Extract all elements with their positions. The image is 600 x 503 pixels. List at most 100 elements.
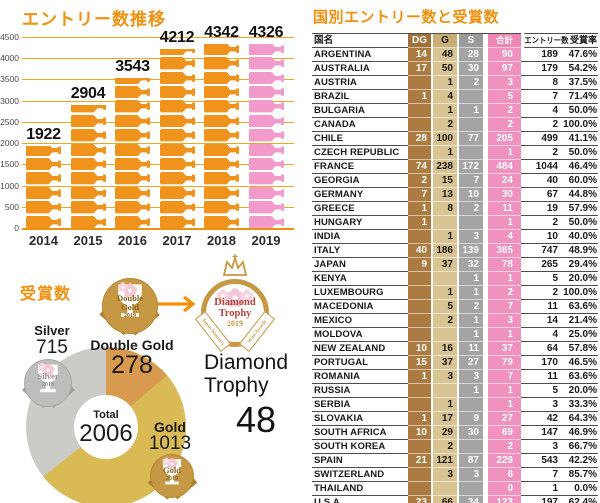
column-gap xyxy=(457,188,459,202)
cell-s xyxy=(459,146,483,160)
cell-rate: 63.6% xyxy=(562,300,598,314)
cell-dg: 21 xyxy=(408,454,431,468)
cell-rate: 21.4% xyxy=(562,314,598,328)
cell-s: 1 xyxy=(459,384,483,398)
bar-value-label: 4212 xyxy=(159,29,195,47)
wine-bottle-icon xyxy=(248,143,284,157)
column-gap xyxy=(483,244,488,258)
cell-s: 10 xyxy=(459,188,483,202)
diamond-trophy-caption: Diamond Trophy 48 xyxy=(204,351,296,439)
cell-entries: 67 xyxy=(521,188,562,202)
table-row: GERMANY 7 13 10 30 67 44.8% xyxy=(312,188,598,202)
x-axis-tick-label: 2019 xyxy=(251,233,281,248)
crown-icon xyxy=(222,254,248,276)
wine-bottle-icon xyxy=(159,71,195,85)
cell-entries: 543 xyxy=(521,454,562,468)
wine-bottle-icon xyxy=(204,43,239,56)
cell-dg: 1 xyxy=(408,90,431,104)
cell-rate: 57.8% xyxy=(562,342,598,356)
table-row: SPAIN 21 121 87 229 543 42.2% xyxy=(312,454,598,468)
cell-name: NEW ZEALAND xyxy=(312,342,408,356)
column-gap xyxy=(457,174,459,188)
column-gap xyxy=(431,174,433,188)
column-gap xyxy=(431,300,433,314)
cell-s: 28 xyxy=(459,48,483,62)
wine-bottle-icon xyxy=(204,158,239,171)
cell-s: 30 xyxy=(459,426,483,440)
cell-g: 5 xyxy=(433,300,457,314)
column-gap xyxy=(483,272,488,286)
cell-entries: 11 xyxy=(521,370,562,384)
column-gap xyxy=(431,370,433,384)
cell-s xyxy=(459,398,483,412)
cell-g: 13 xyxy=(433,188,457,202)
table-row: NEW ZEALAND 10 16 11 37 64 57.8% xyxy=(312,342,598,356)
cell-rate: 37.5% xyxy=(562,76,598,90)
cell-s: 1 xyxy=(459,314,483,328)
column-gap xyxy=(483,33,488,48)
cell-rate: 33.3% xyxy=(562,398,598,412)
table-row: GEORGIA 2 15 7 24 40 60.0% xyxy=(312,174,598,188)
column-gap xyxy=(431,76,433,90)
cell-s xyxy=(459,118,483,132)
table-row: ARGENTINA 14 48 28 90 189 47.6% xyxy=(312,48,598,62)
cell-total: 1 xyxy=(488,398,521,412)
cell-entries: 42 xyxy=(521,412,562,426)
column-gap xyxy=(483,104,488,118)
bar-2016 xyxy=(115,77,151,228)
column-gap xyxy=(483,216,488,230)
cell-name: KENYA xyxy=(312,272,408,286)
cell-dg xyxy=(408,440,431,454)
cell-dg xyxy=(408,76,431,90)
wine-bottle-icon xyxy=(26,201,61,214)
column-gap xyxy=(483,230,488,244)
cell-total: 229 xyxy=(488,454,521,468)
column-gap xyxy=(483,90,488,104)
cell-dg xyxy=(408,328,431,342)
cell-g: 3 xyxy=(433,370,457,384)
cell-rate: 42.2% xyxy=(562,454,598,468)
cell-entries: 8 xyxy=(521,76,562,90)
y-axis-tick-label: 1500 xyxy=(0,159,19,170)
table-row: CZECH REPUBLIC 1 1 2 50.0% xyxy=(312,146,598,160)
cell-total: 2 xyxy=(488,104,521,118)
wine-bottle-icon xyxy=(248,57,284,70)
cell-rate: 46.9% xyxy=(562,426,598,440)
cell-rate: 25.0% xyxy=(562,328,598,342)
column-gap xyxy=(483,370,488,384)
cell-g: 66 xyxy=(433,496,457,503)
country-table: 国名 DG G S 合計 エントリー数 受賞率 ARGENTINA 14 48 28 90 189 47.… xyxy=(312,33,598,503)
wine-bottle-icon xyxy=(115,215,150,228)
cell-name: BULGARIA xyxy=(312,104,408,118)
cell-name: ITALY xyxy=(312,244,408,258)
table-row: PORTUGAL 15 37 27 79 170 46.5% xyxy=(312,356,598,370)
cell-entries: 5 xyxy=(521,384,562,398)
cell-entries: 147 xyxy=(521,426,562,440)
column-gap xyxy=(457,440,459,454)
wine-bottle-icon xyxy=(115,129,150,142)
wine-bottle-icon xyxy=(248,86,284,99)
cell-dg xyxy=(408,314,431,328)
cell-dg: 1 xyxy=(408,370,431,384)
bar-2018 xyxy=(204,43,240,228)
column-gap xyxy=(431,118,433,132)
wine-bottle-icon xyxy=(115,114,150,128)
medal-text: Double Gold 2019 xyxy=(117,292,143,319)
cell-s xyxy=(459,482,483,496)
wine-bottle-icon xyxy=(159,129,195,142)
cell-name: MOLDOVA xyxy=(312,328,408,342)
column-gap xyxy=(457,426,459,440)
cell-g: 29 xyxy=(433,426,457,440)
header-cell-g: G xyxy=(433,33,457,48)
cell-name: ARGENTINA xyxy=(312,48,408,62)
header-cell-name: 国名 xyxy=(312,33,408,48)
wine-bottle-icon xyxy=(159,114,195,128)
column-gap xyxy=(457,412,459,426)
table-row: U.S.A. 23 66 34 123 197 62.4% xyxy=(312,496,598,503)
bar-value-label: 2904 xyxy=(70,84,106,102)
double-gold-slice-label: Double Gold 278 xyxy=(90,337,174,379)
y-axis-tick-label: 3000 xyxy=(0,95,19,106)
cell-entries: 2 xyxy=(521,118,562,132)
cell-rate: 85.7% xyxy=(562,468,598,482)
